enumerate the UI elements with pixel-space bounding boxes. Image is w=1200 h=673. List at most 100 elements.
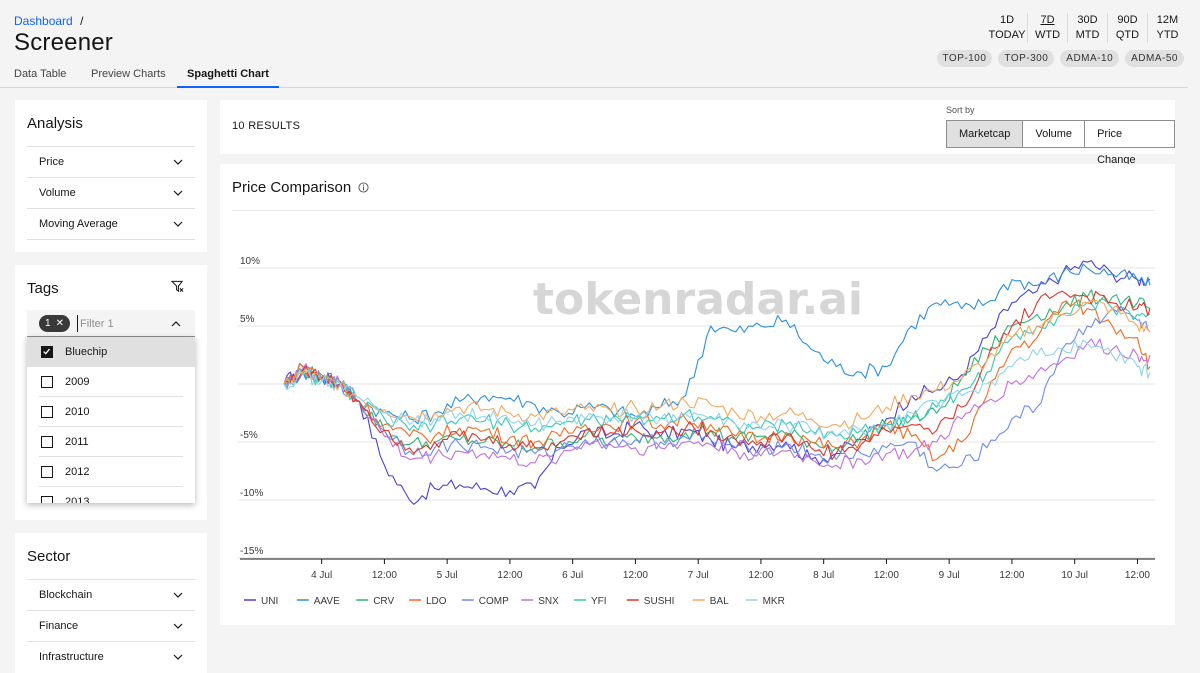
legend-item-aave[interactable]: AAVE: [314, 596, 340, 607]
y-tick-label: 10%: [240, 256, 260, 267]
spaghetti-chart: tokenradar.ai 10% 5% -5% -10% -15% 4 Jul 12:00…: [238, 256, 1155, 607]
chevron-down-icon: [173, 190, 183, 196]
page-title: Screener: [14, 29, 113, 56]
chart-legend: UNI AAVE CRV LDO COMP SNX YFI SUSHI BAL MKR: [244, 596, 785, 607]
x-tick-label: 12:00: [623, 570, 648, 581]
period-selector: 1D TODAY 7D WTD 30D MTD 90D QTD 12M YTD: [987, 13, 1187, 43]
series-line-mkr[interactable]: [283, 339, 1151, 440]
checkbox[interactable]: [41, 466, 53, 478]
sort-volume-button[interactable]: Volume: [1022, 121, 1085, 147]
breadcrumb-link-dashboard[interactable]: Dashboard: [14, 14, 73, 28]
period-90d[interactable]: 90D QTD: [1107, 13, 1147, 43]
period-12m[interactable]: 12M YTD: [1147, 13, 1187, 43]
selected-count-chip[interactable]: 1 ✕: [39, 315, 70, 332]
chevron-down-icon: [173, 592, 183, 598]
x-tick-label: 12:00: [999, 570, 1024, 581]
x-tick-label: 4 Jul: [311, 570, 332, 581]
chart-panel: Price Comparison tokenradar.ai 10% 5% -5% -…: [220, 164, 1175, 625]
sort-marketcap-button[interactable]: Marketcap: [947, 121, 1023, 147]
chart-watermark: tokenradar.ai: [533, 274, 863, 325]
chevron-down-icon: [173, 623, 183, 629]
sector-item-finance[interactable]: Finance: [27, 610, 195, 641]
divider: [39, 456, 183, 457]
tag-option-label: 2009: [65, 376, 90, 388]
y-tick-label: -5%: [240, 430, 258, 441]
chart-series: [283, 260, 1151, 505]
results-count: 10 RESULTS: [232, 120, 301, 132]
tags-dropdown-list: Bluechip 2009 2010 2011 2012 2013: [27, 337, 195, 503]
tag-option-2011[interactable]: 2011: [27, 427, 195, 457]
y-tick-label: 5%: [240, 314, 255, 325]
legend-item-yfi[interactable]: YFI: [591, 596, 607, 607]
period-30d[interactable]: 30D MTD: [1067, 13, 1107, 43]
series-line-bal[interactable]: [283, 299, 1151, 430]
checkbox[interactable]: [41, 436, 53, 448]
series-line-comp[interactable]: [283, 305, 1151, 472]
sector-item-blockchain[interactable]: Blockchain: [27, 579, 195, 610]
pill-adma-50[interactable]: ADMA-50: [1125, 50, 1184, 67]
tags-filter-input[interactable]: [77, 315, 167, 332]
analysis-item-volume[interactable]: Volume: [27, 177, 195, 208]
sort-price-change-button[interactable]: Price Change: [1084, 121, 1174, 166]
series-line-sushi[interactable]: [283, 290, 1151, 461]
tag-option-label: 2010: [65, 406, 90, 418]
y-tick-label: -15%: [240, 546, 263, 557]
sector-panel: Sector Blockchain Finance Infrastructure: [15, 533, 207, 673]
series-line-aave[interactable]: [283, 263, 1151, 425]
legend-item-snx[interactable]: SNX: [538, 596, 559, 607]
tag-option-bluechip[interactable]: Bluechip: [27, 337, 195, 367]
checkbox[interactable]: [41, 346, 53, 358]
series-line-ldo[interactable]: [283, 299, 1151, 462]
x-tick-label: 8 Jul: [813, 570, 834, 581]
period-7d[interactable]: 7D WTD: [1027, 13, 1067, 43]
x-tick-label: 12:00: [1125, 570, 1150, 581]
legend-item-bal[interactable]: BAL: [710, 596, 729, 607]
series-line-snx[interactable]: [283, 338, 1151, 470]
x-tick-label: 12:00: [748, 570, 773, 581]
analysis-item-price[interactable]: Price: [27, 146, 195, 177]
analysis-item-moving-average[interactable]: Moving Average: [27, 208, 195, 239]
tag-option-label: 2011: [65, 436, 89, 448]
info-icon[interactable]: [358, 182, 369, 193]
clear-filter-icon[interactable]: [171, 280, 184, 293]
legend-item-mkr[interactable]: MKR: [763, 596, 785, 607]
checkbox[interactable]: [41, 406, 53, 418]
period-1d[interactable]: 1D TODAY: [988, 14, 1026, 41]
chevron-down-icon: [173, 221, 183, 227]
selected-count: 1: [45, 318, 51, 329]
chart-title: Price Comparison: [232, 179, 369, 196]
legend-item-crv[interactable]: CRV: [373, 596, 394, 607]
chart-grid: [238, 267, 1155, 559]
pill-top-300[interactable]: TOP-300: [998, 50, 1055, 67]
tab-data-table[interactable]: Data Table: [14, 68, 67, 80]
legend-item-comp[interactable]: COMP: [479, 596, 509, 607]
divider: [39, 486, 183, 487]
legend-item-sushi[interactable]: SUSHI: [644, 596, 675, 607]
pill-top-100[interactable]: TOP-100: [936, 50, 993, 67]
analysis-title: Analysis: [27, 115, 83, 132]
analysis-item-label: Volume: [39, 187, 76, 199]
breadcrumb: Dashboard /: [14, 14, 83, 28]
checkbox[interactable]: [41, 496, 53, 503]
sector-item-infrastructure[interactable]: Infrastructure: [27, 641, 195, 672]
tab-preview-charts[interactable]: Preview Charts: [91, 68, 166, 80]
tag-option-2012[interactable]: 2012: [27, 457, 195, 487]
tags-filter-field[interactable]: 1 ✕: [27, 310, 195, 337]
tag-option-2010[interactable]: 2010: [27, 397, 195, 427]
y-tick-label: -10%: [240, 488, 263, 499]
tag-option-2009[interactable]: 2009: [27, 367, 195, 397]
close-icon[interactable]: ✕: [55, 318, 64, 329]
checkbox[interactable]: [41, 376, 53, 388]
sort-label: Sort by: [946, 105, 975, 115]
pill-adma-10[interactable]: ADMA-10: [1060, 50, 1120, 67]
chevron-up-icon[interactable]: [171, 319, 181, 329]
check-icon: [43, 348, 51, 355]
legend-item-ldo[interactable]: LDO: [426, 596, 447, 607]
tags-title: Tags: [27, 280, 59, 297]
sector-item-label: Blockchain: [39, 589, 93, 601]
tag-option-2013[interactable]: 2013: [27, 487, 195, 503]
chevron-down-icon: [173, 159, 183, 165]
legend-item-uni[interactable]: UNI: [261, 596, 278, 607]
tab-spaghetti-chart[interactable]: Spaghetti Chart: [177, 68, 279, 88]
x-tick-label: 5 Jul: [437, 570, 458, 581]
